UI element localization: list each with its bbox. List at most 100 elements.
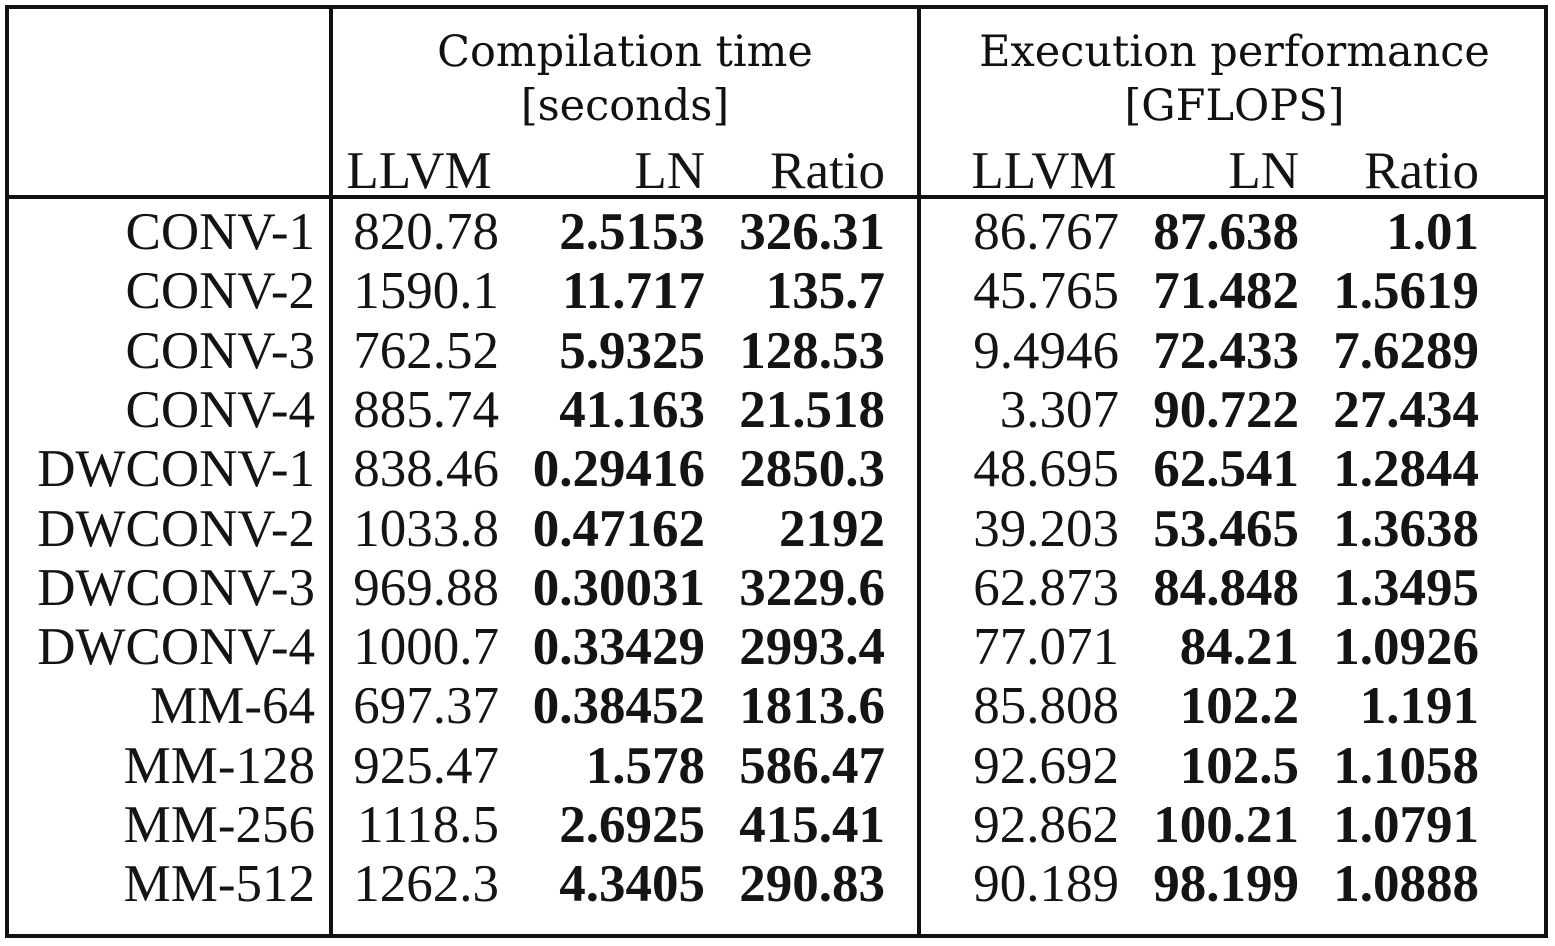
- exec-ln-cell: 98.199: [1153, 855, 1299, 914]
- exec-ln-cell: 100.21: [1153, 796, 1299, 854]
- compile-ratio-cell: 586.47: [739, 736, 885, 795]
- compile-llvm-cell: 697.37: [353, 677, 499, 736]
- execution-performance-title: Execution performance: [979, 27, 1490, 77]
- compile-ln-cell: 0.38452: [532, 677, 705, 736]
- compile-llvm-cell: 1118.5: [357, 796, 499, 854]
- row-label: DWCONV-2: [37, 499, 315, 558]
- col-header-exec-llvm: LLVM: [971, 142, 1117, 200]
- compile-ratio-cell: 1813.6: [739, 677, 885, 736]
- column-divider: [329, 9, 333, 934]
- col-header-exec-ratio: Ratio: [1364, 142, 1479, 200]
- exec-llvm-cell: 77.071: [973, 618, 1119, 677]
- exec-llvm-cell: 85.808: [973, 677, 1119, 736]
- row-label: MM-256: [123, 796, 315, 854]
- exec-llvm-cell: 3.307: [999, 380, 1119, 439]
- compile-ratio-cell: 3229.6: [739, 558, 885, 617]
- compile-llvm-cell: 1262.3: [353, 855, 499, 914]
- column-divider: [917, 9, 921, 934]
- exec-ln-cell: 71.482: [1153, 262, 1299, 321]
- compilation-time-title: Compilation time: [437, 27, 813, 77]
- results-table: Compilation time [seconds] Execution per…: [5, 5, 1548, 938]
- exec-llvm-cell: 90.189: [973, 855, 1119, 914]
- compile-ln-cell: 0.29416: [532, 440, 705, 499]
- compile-ratio-cell: 290.83: [739, 855, 885, 914]
- row-label: CONV-2: [125, 262, 315, 321]
- execution-performance-unit: [GFLOPS]: [1124, 81, 1345, 131]
- header-divider: [9, 195, 1544, 199]
- exec-ratio-cell: 1.191: [1359, 677, 1479, 736]
- col-header-compile-ratio: Ratio: [770, 142, 885, 200]
- compile-ratio-cell: 128.53: [739, 321, 885, 380]
- compile-ln-cell: 11.717: [562, 262, 705, 321]
- exec-ratio-cell: 1.1058: [1333, 736, 1479, 795]
- exec-llvm-cell: 45.765: [973, 262, 1119, 321]
- compile-ratio-cell: 21.518: [739, 380, 885, 439]
- compile-llvm-cell: 820.78: [353, 203, 499, 261]
- compile-llvm-cell: 1590.1: [353, 262, 499, 321]
- exec-ratio-cell: 1.3495: [1333, 558, 1479, 617]
- exec-ln-cell: 102.5: [1179, 736, 1299, 795]
- row-label: MM-512: [123, 855, 315, 914]
- compile-llvm-cell: 762.52: [353, 321, 499, 380]
- exec-ratio-cell: 7.6289: [1333, 321, 1479, 380]
- exec-ln-cell: 62.541: [1153, 440, 1299, 499]
- compile-llvm-cell: 925.47: [353, 736, 499, 795]
- compile-llvm-cell: 885.74: [353, 380, 499, 439]
- compile-ln-cell: 2.5153: [559, 203, 705, 261]
- exec-llvm-cell: 92.692: [973, 736, 1119, 795]
- compile-ln-cell: 4.3405: [559, 855, 705, 914]
- exec-ratio-cell: 1.5619: [1333, 262, 1479, 321]
- exec-llvm-cell: 92.862: [973, 796, 1119, 854]
- compilation-time-unit: [seconds]: [520, 81, 730, 131]
- row-label: DWCONV-4: [37, 618, 315, 677]
- execution-performance-header: Execution performance [GFLOPS]: [921, 25, 1548, 133]
- compile-ratio-cell: 415.41: [739, 796, 885, 854]
- compile-ratio-cell: 2192: [779, 499, 885, 558]
- compile-ln-cell: 1.578: [585, 736, 705, 795]
- compile-ln-cell: 41.163: [559, 380, 705, 439]
- exec-ln-cell: 90.722: [1153, 380, 1299, 439]
- compile-ln-cell: 5.9325: [559, 321, 705, 380]
- compile-ln-cell: 0.47162: [532, 499, 705, 558]
- compile-ln-cell: 0.33429: [532, 618, 705, 677]
- compile-ratio-cell: 135.7: [765, 262, 885, 321]
- compile-llvm-cell: 1033.8: [353, 499, 499, 558]
- row-label: DWCONV-1: [37, 440, 315, 499]
- exec-ln-cell: 84.848: [1153, 558, 1299, 617]
- exec-ratio-cell: 1.0888: [1333, 855, 1479, 914]
- row-label: CONV-3: [125, 321, 315, 380]
- compile-llvm-cell: 838.46: [353, 440, 499, 499]
- compilation-time-header: Compilation time [seconds]: [333, 25, 917, 133]
- exec-llvm-cell: 39.203: [973, 499, 1119, 558]
- row-label: CONV-4: [125, 380, 315, 439]
- compile-llvm-cell: 969.88: [353, 558, 499, 617]
- exec-ratio-cell: 1.01: [1386, 203, 1479, 261]
- compile-ln-cell: 2.6925: [559, 796, 705, 854]
- exec-ln-cell: 84.21: [1179, 618, 1299, 677]
- compile-ln-cell: 0.30031: [532, 558, 705, 617]
- compile-ratio-cell: 326.31: [739, 203, 885, 261]
- col-header-exec-ln: LN: [1228, 142, 1299, 200]
- exec-ratio-cell: 1.0926: [1333, 618, 1479, 677]
- col-header-compile-llvm: LLVM: [346, 142, 492, 200]
- exec-ratio-cell: 1.0791: [1333, 796, 1479, 854]
- exec-ln-cell: 87.638: [1153, 203, 1299, 261]
- compile-ratio-cell: 2850.3: [739, 440, 885, 499]
- row-label: MM-64: [150, 677, 315, 736]
- compile-llvm-cell: 1000.7: [353, 618, 499, 677]
- exec-llvm-cell: 9.4946: [973, 321, 1119, 380]
- row-label: DWCONV-3: [37, 558, 315, 617]
- row-label: CONV-1: [125, 203, 315, 261]
- col-header-compile-ln: LN: [634, 142, 705, 200]
- exec-llvm-cell: 86.767: [973, 203, 1119, 261]
- exec-ratio-cell: 27.434: [1333, 380, 1479, 439]
- exec-ln-cell: 72.433: [1153, 321, 1299, 380]
- exec-llvm-cell: 62.873: [973, 558, 1119, 617]
- exec-ln-cell: 53.465: [1153, 499, 1299, 558]
- compile-ratio-cell: 2993.4: [739, 618, 885, 677]
- exec-llvm-cell: 48.695: [973, 440, 1119, 499]
- row-label: MM-128: [123, 736, 315, 795]
- exec-ln-cell: 102.2: [1179, 677, 1299, 736]
- exec-ratio-cell: 1.3638: [1333, 499, 1479, 558]
- exec-ratio-cell: 1.2844: [1333, 440, 1479, 499]
